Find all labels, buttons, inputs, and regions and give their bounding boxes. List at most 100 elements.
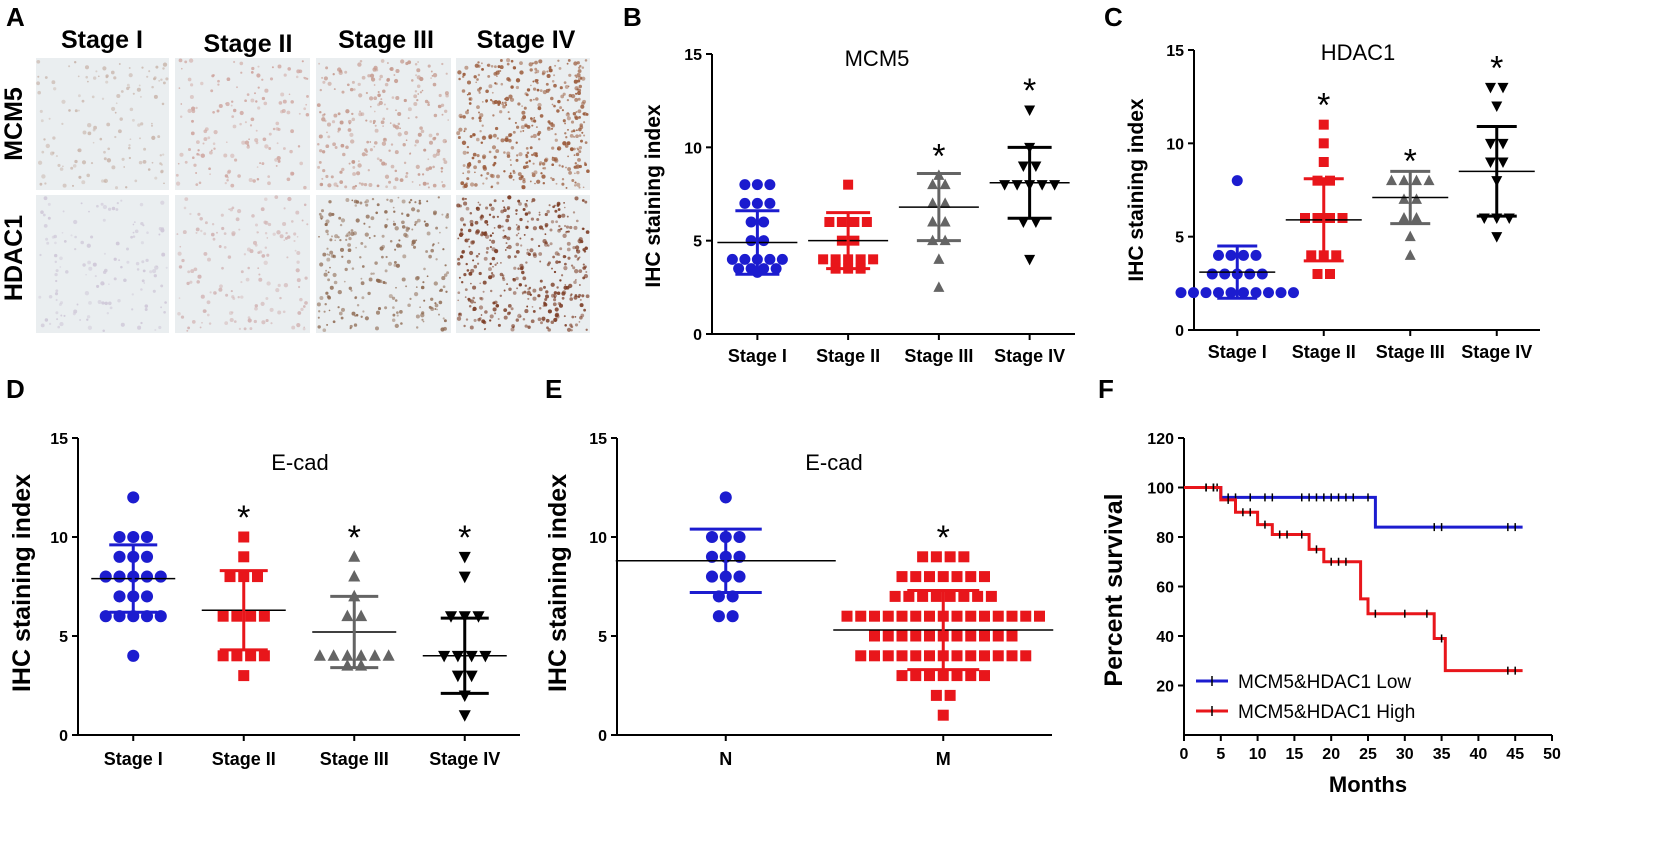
micrograph-stain-dot bbox=[40, 210, 44, 214]
micrograph-stain-dot bbox=[573, 184, 577, 187]
micrograph-stain-dot bbox=[349, 87, 354, 92]
significance-star: * bbox=[1490, 49, 1503, 87]
micrograph-stain-dot bbox=[290, 171, 295, 176]
micrograph-stain-dot bbox=[485, 206, 489, 210]
micrograph-stain-dot bbox=[161, 102, 165, 106]
micrograph-stain-dot bbox=[360, 112, 365, 116]
micrograph-stain-dot bbox=[39, 182, 43, 186]
micrograph-stain-dot bbox=[542, 181, 546, 185]
micrograph-stain-dot bbox=[107, 301, 112, 306]
micrograph-stain-dot bbox=[401, 199, 406, 204]
micrograph-stain-dot bbox=[403, 98, 407, 103]
micrograph-stain-dot bbox=[203, 129, 208, 134]
micrograph-stain-dot bbox=[329, 285, 334, 290]
micrograph-stain-dot bbox=[430, 297, 434, 301]
micrograph-stain-dot bbox=[393, 210, 396, 213]
significance-star: * bbox=[237, 499, 250, 537]
micrograph-stain-dot bbox=[133, 221, 136, 223]
micrograph-stain-dot bbox=[86, 318, 89, 321]
micrograph-stain-dot bbox=[102, 329, 105, 332]
micrograph-stain-dot bbox=[80, 202, 83, 205]
micrograph-stain-dot bbox=[337, 130, 340, 133]
micrograph-stain-dot bbox=[175, 181, 181, 186]
micrograph-stain-dot bbox=[437, 242, 440, 244]
micrograph-stain-dot bbox=[59, 322, 64, 327]
micrograph-stain-dot bbox=[566, 98, 570, 102]
micrograph-stain-dot bbox=[442, 317, 445, 320]
micrograph-stain-dot bbox=[551, 103, 554, 106]
panel-a-col-stage-4: Stage IV bbox=[477, 26, 576, 54]
micrograph-stain-dot bbox=[36, 81, 40, 86]
data-point bbox=[944, 689, 956, 701]
micrograph-stain-dot bbox=[191, 119, 194, 123]
micrograph-stain-dot bbox=[394, 323, 399, 329]
micrograph-stain-dot bbox=[103, 252, 106, 255]
micrograph-stain-dot bbox=[409, 153, 411, 155]
x-tick-label: 15 bbox=[1286, 746, 1304, 763]
micrograph-stain-dot bbox=[85, 273, 87, 276]
micrograph-stain-dot bbox=[471, 156, 475, 160]
micrograph-stain-dot bbox=[550, 220, 555, 224]
data-point bbox=[238, 531, 250, 543]
micrograph-stain-dot bbox=[204, 309, 207, 313]
micrograph-stain-dot bbox=[496, 100, 502, 105]
micrograph-stain-dot bbox=[581, 66, 585, 69]
data-point bbox=[951, 670, 963, 682]
micrograph-stain-dot bbox=[358, 182, 362, 185]
micrograph-stain-dot bbox=[506, 206, 511, 210]
micrograph-stain-dot bbox=[392, 222, 397, 226]
micrograph-stain-dot bbox=[201, 321, 203, 324]
micrograph-stain-dot bbox=[392, 313, 396, 317]
micrograph-stain-dot bbox=[324, 302, 327, 306]
micrograph-stain-dot bbox=[493, 199, 497, 203]
micrograph-stain-dot bbox=[200, 229, 203, 233]
micrograph-stain-dot bbox=[492, 301, 496, 305]
micrograph-stain-dot bbox=[553, 270, 557, 274]
micrograph-stain-dot bbox=[465, 318, 469, 321]
micrograph-tile bbox=[175, 195, 310, 333]
micrograph-stain-dot bbox=[532, 296, 537, 301]
micrograph-stain-dot bbox=[423, 299, 426, 302]
micrograph-stain-dot bbox=[247, 266, 250, 270]
micrograph-stain-dot bbox=[123, 278, 127, 283]
survival-line-high bbox=[1184, 486, 1523, 673]
micrograph-stain-dot bbox=[332, 320, 336, 324]
micrograph-stain-dot bbox=[104, 301, 108, 306]
micrograph-stain-dot bbox=[575, 92, 578, 95]
data-point bbox=[1306, 250, 1317, 261]
micrograph-stain-dot bbox=[82, 130, 87, 135]
micrograph-stain-dot bbox=[566, 241, 571, 246]
micrograph-stain-dot bbox=[472, 152, 477, 157]
micrograph-stain-dot bbox=[394, 150, 399, 155]
micrograph-stain-dot bbox=[116, 201, 119, 205]
micrograph-stain-dot bbox=[547, 126, 551, 130]
micrograph-stain-dot bbox=[332, 254, 335, 258]
micrograph-stain-dot bbox=[386, 77, 391, 82]
micrograph-stain-dot bbox=[246, 93, 250, 96]
micrograph-stain-dot bbox=[545, 88, 550, 93]
micrograph-stain-dot bbox=[578, 66, 581, 69]
micrograph-stain-dot bbox=[507, 226, 512, 231]
micrograph-stain-dot bbox=[401, 225, 406, 229]
micrograph-stain-dot bbox=[102, 204, 108, 210]
micrograph-stain-dot bbox=[496, 75, 498, 77]
y-tick-label: 5 bbox=[59, 629, 68, 646]
micrograph-stain-dot bbox=[481, 62, 483, 65]
micrograph-stain-dot bbox=[157, 135, 161, 139]
micrograph-stain-dot bbox=[47, 216, 51, 220]
micrograph-stain-dot bbox=[484, 219, 489, 224]
micrograph-stain-dot bbox=[560, 227, 563, 231]
micrograph-stain-dot bbox=[90, 162, 94, 165]
micrograph-stain-dot bbox=[102, 218, 106, 222]
data-point bbox=[465, 670, 478, 683]
micrograph-stain-dot bbox=[557, 99, 561, 104]
data-point bbox=[745, 235, 757, 247]
micrograph-stain-dot bbox=[528, 159, 531, 163]
x-tick-label: Stage I bbox=[1208, 342, 1267, 362]
micrograph-stain-dot bbox=[539, 260, 542, 263]
micrograph-stain-dot bbox=[382, 89, 386, 94]
micrograph-stain-dot bbox=[377, 307, 382, 311]
micrograph-stain-dot bbox=[575, 152, 580, 157]
micrograph-stain-dot bbox=[489, 319, 492, 322]
micrograph-stain-dot bbox=[237, 174, 241, 178]
